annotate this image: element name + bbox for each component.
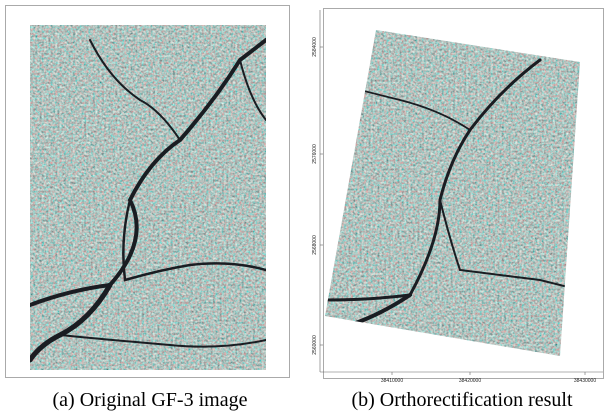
y-tick-label: 2568000 bbox=[312, 235, 318, 255]
sar-image bbox=[30, 25, 266, 370]
figure: (a) Original GF-3 image 2584000 2576000 25… bbox=[0, 0, 609, 413]
y-tick-label: 2560000 bbox=[312, 335, 318, 355]
x-tick-label: 38420000 bbox=[459, 378, 481, 384]
x-tick-label: 38410000 bbox=[381, 378, 403, 384]
y-tick-label: 2576000 bbox=[312, 144, 318, 164]
x-tick-label: 38430000 bbox=[574, 378, 596, 384]
caption: (a) Original GF-3 image bbox=[53, 389, 248, 411]
y-tick-label: 2584000 bbox=[312, 37, 318, 57]
caption: (b) Orthorectification result bbox=[351, 389, 572, 411]
